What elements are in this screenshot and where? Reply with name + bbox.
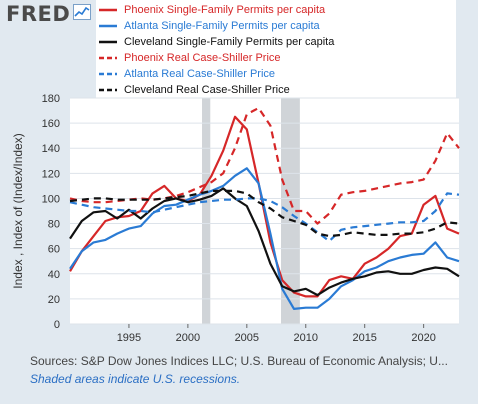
y-tick-label: 140 bbox=[42, 143, 60, 155]
legend-label: Atlanta Real Case-Shiller Price bbox=[124, 68, 276, 80]
y-tick-label: 40 bbox=[48, 269, 60, 281]
series-line bbox=[69, 192, 460, 243]
legend-swatch bbox=[99, 40, 117, 44]
y-tick-label: 180 bbox=[42, 93, 60, 105]
x-tick-label: 2020 bbox=[411, 332, 435, 344]
legend-swatch bbox=[99, 24, 117, 28]
x-tick-label: 1995 bbox=[117, 332, 141, 344]
y-tick-label: 60 bbox=[48, 244, 60, 256]
y-axis-label: Index , Index of (Index/Index) bbox=[11, 133, 25, 288]
y-tick-label: 80 bbox=[48, 219, 60, 231]
fred-logo[interactable]: FRED bbox=[6, 2, 92, 26]
x-tick-label: 2010 bbox=[294, 332, 318, 344]
legend-swatch bbox=[99, 56, 117, 60]
legend-item[interactable]: Cleveland Real Case-Shiller Price bbox=[96, 82, 456, 98]
chart-legend: Phoenix Single-Family Permits per capita… bbox=[96, 0, 456, 100]
sources-text: Sources: S&P Dow Jones Indices LLC; U.S.… bbox=[30, 354, 448, 368]
series-line bbox=[69, 167, 460, 310]
y-tick-label: 100 bbox=[42, 193, 60, 205]
logo-text: FRED bbox=[6, 2, 71, 26]
y-tick-label: 0 bbox=[54, 319, 60, 331]
recession-band bbox=[281, 98, 300, 324]
legend-label: Cleveland Single-Family Permits per capi… bbox=[124, 36, 335, 48]
legend-item[interactable]: Phoenix Real Case-Shiller Price bbox=[96, 50, 456, 66]
series-line bbox=[69, 189, 460, 238]
y-tick-label: 160 bbox=[42, 118, 60, 130]
series-line bbox=[69, 187, 460, 297]
legend-label: Phoenix Single-Family Permits per capita bbox=[124, 4, 326, 16]
legend-item[interactable]: Atlanta Real Case-Shiller Price bbox=[96, 66, 456, 82]
legend-swatch bbox=[99, 88, 117, 92]
y-tick-label: 20 bbox=[48, 294, 60, 306]
x-tick-label: 2000 bbox=[176, 332, 200, 344]
recession-band bbox=[202, 98, 211, 324]
legend-swatch bbox=[99, 8, 117, 12]
legend-item[interactable]: Phoenix Single-Family Permits per capita bbox=[96, 2, 456, 18]
recession-note: Shaded areas indicate U.S. recessions. bbox=[30, 372, 241, 386]
line-chart-icon bbox=[73, 3, 92, 25]
legend-label: Atlanta Single-Family Permits per capita bbox=[124, 20, 320, 32]
y-tick-label: 120 bbox=[42, 168, 60, 180]
legend-item[interactable]: Cleveland Single-Family Permits per capi… bbox=[96, 34, 456, 50]
x-tick-label: 2015 bbox=[352, 332, 376, 344]
line-chart: 0 20 40 60 80 100 120 140 160 180 1995 2000 2005 2010… bbox=[11, 93, 460, 344]
legend-item[interactable]: Atlanta Single-Family Permits per capita bbox=[96, 18, 456, 34]
legend-swatch bbox=[99, 72, 117, 76]
legend-label: Phoenix Real Case-Shiller Price bbox=[124, 52, 281, 64]
x-tick-label: 2005 bbox=[235, 332, 259, 344]
legend-label: Cleveland Real Case-Shiller Price bbox=[124, 84, 290, 96]
